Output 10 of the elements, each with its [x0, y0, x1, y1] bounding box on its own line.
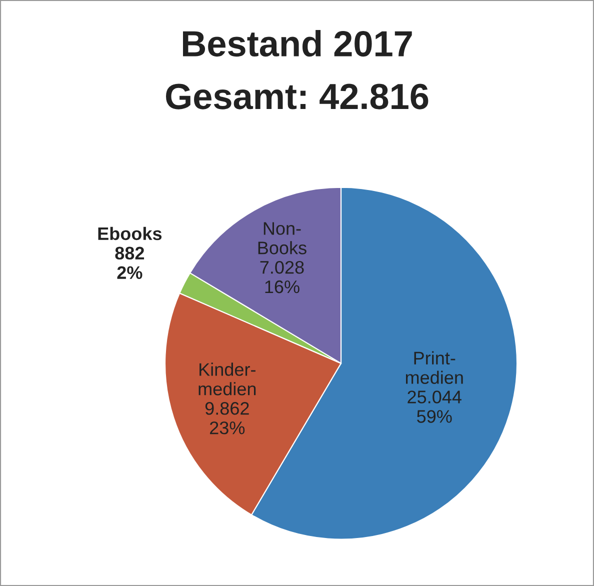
- chart-title: Bestand 2017: [183, 30, 412, 57]
- data-label: 7.028 16%: [260, 260, 304, 294]
- slice-label: Print- medien: [406, 351, 463, 384]
- slice-label: Ebooks: [98, 226, 162, 240]
- data-label: 882 2%: [115, 246, 144, 279]
- chart-subtitle: Gesamt: 42.816: [166, 84, 428, 110]
- slice-label: Kinder- medien: [198, 362, 256, 396]
- data-label: 25.044 59%: [408, 390, 462, 423]
- data-label: 9.862 23%: [205, 402, 249, 434]
- slice-label: Non- Books: [258, 222, 306, 254]
